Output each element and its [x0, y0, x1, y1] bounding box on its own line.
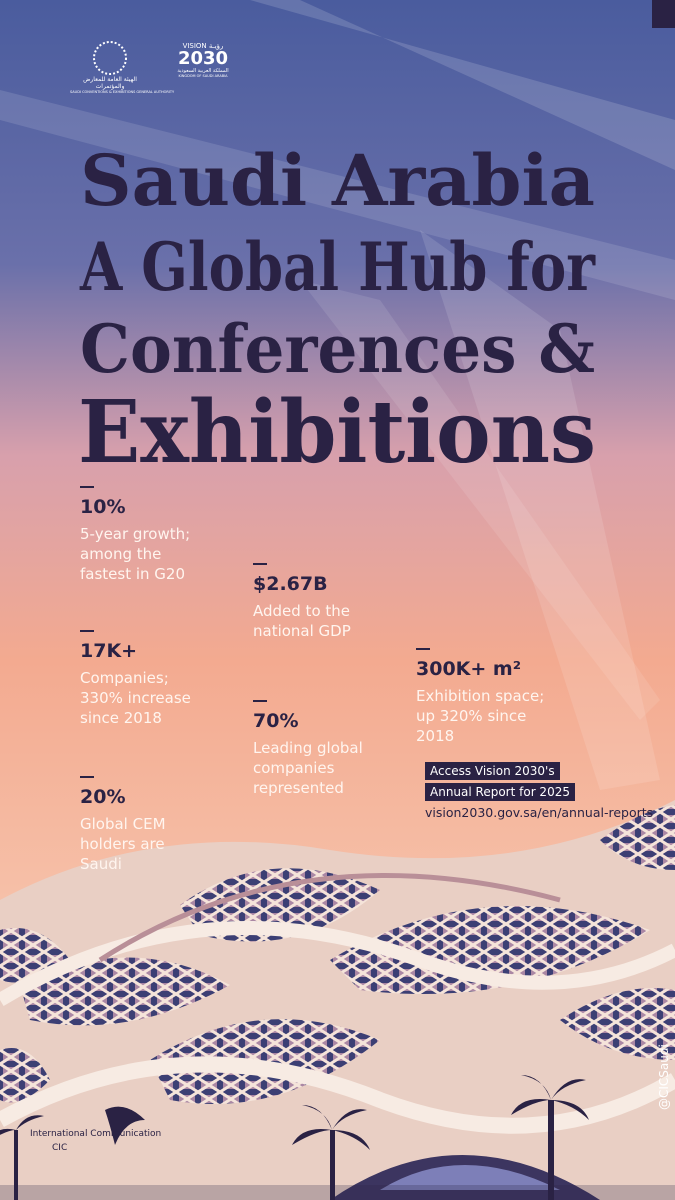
title: Saudi Arabia A Global Hub for Conference…: [78, 139, 596, 483]
authority-logo: الهيئة العامة للمعارض والمؤتمرات SAUDI C…: [70, 76, 175, 94]
report-line: Annual Report for 2025: [425, 783, 575, 801]
org-short: CIC: [52, 1143, 67, 1153]
stat-value: $2.67B: [253, 573, 328, 595]
stat-value: 20%: [80, 786, 126, 808]
handle: @CICSaudi: [657, 1044, 671, 1110]
stat: $2.67B Added to the national GDP: [253, 563, 363, 641]
stat-value: 70%: [253, 710, 299, 732]
authority-ar: الهيئة العامة للمعارض والمؤتمرات: [83, 76, 137, 90]
report-link: Access Vision 2030's Annual Report for 2…: [425, 762, 653, 820]
stat-description: Exhibition space; up 320% since 2018: [416, 687, 545, 745]
stat: 10% 5-year growth; among the fastest in G…: [80, 486, 210, 584]
org: International Communication: [30, 1129, 161, 1139]
vision-ar: رؤيـة: [208, 42, 224, 50]
title-line: A Global Hub for: [79, 228, 596, 306]
title-line: Saudi Arabia: [80, 139, 595, 222]
vision-year: 2030: [177, 48, 229, 69]
report-line: Access Vision 2030's: [425, 762, 560, 780]
authority-en: SAUDI CONVENTIONS & EXHIBITIONS GENERAL …: [70, 90, 175, 94]
vision-country: KINGDOM OF SAUDI ARABIA: [178, 74, 228, 78]
stat-value: 17K+: [80, 640, 138, 662]
title-line: Conferences &: [80, 310, 595, 388]
vision-logo: VISION رؤيـة 2030 المملكة العربية السعود…: [168, 42, 238, 78]
stat-value: 300K+ m²: [416, 658, 522, 680]
cic-logo: International Communication CIC: [30, 1106, 161, 1153]
stat-description: Global CEM holders are Saudi: [80, 815, 166, 873]
stat: 70% Leading global companies represented: [253, 700, 363, 798]
stat-description: Companies; 330% increase since 2018: [80, 669, 191, 727]
stat: 300K+ m² Exhibition space; up 320% since …: [416, 648, 556, 746]
stat: 20% Global CEM holders are Saudi: [80, 776, 180, 874]
title-line: Exhibitions: [78, 382, 596, 483]
stat-description: Leading global companies represented: [253, 739, 363, 797]
vision: VISION: [182, 42, 207, 50]
stat-description: Added to the national GDP: [253, 602, 351, 640]
stat: 17K+ Companies; 330% increase since 2018: [80, 630, 200, 728]
stat-description: 5-year growth; among the fastest in G20: [80, 525, 191, 583]
report-url[interactable]: vision2030.gov.sa/en/annual-reports: [425, 805, 654, 820]
vision-country-ar: المملكة العربية السعودية: [177, 68, 229, 74]
stat-value: 10%: [80, 496, 126, 518]
